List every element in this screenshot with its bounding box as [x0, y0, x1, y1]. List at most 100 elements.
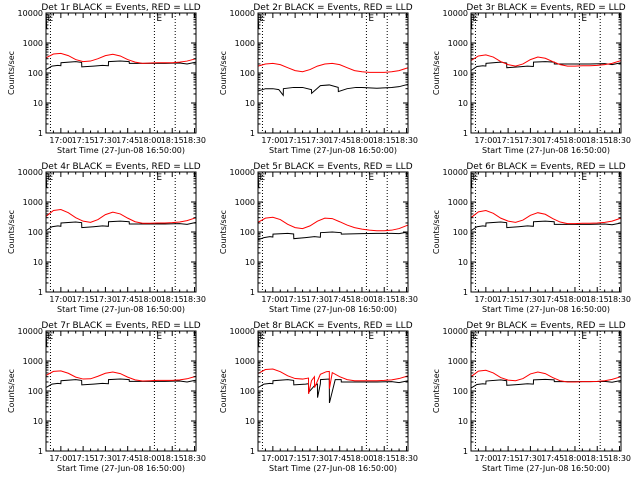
y-tick-label: 1 — [250, 447, 255, 456]
x-tick-label: 17:15 — [497, 454, 520, 463]
x-tick-label: 17:45 — [541, 454, 564, 463]
red-series-line — [45, 209, 197, 224]
x-tick-label: 17:45 — [328, 295, 351, 304]
x-tick-label: 18:15 — [373, 136, 396, 145]
x-tick-label: 17:00 — [49, 136, 72, 145]
y-tick-label: 100 — [240, 387, 255, 396]
y-tick-label: 10 — [33, 417, 43, 426]
x-tick-label: 17:00 — [261, 295, 284, 304]
x-tick-label: 17:45 — [328, 454, 351, 463]
y-tick-label: 1000 — [448, 39, 468, 48]
red-series-line — [257, 62, 409, 73]
y-tick-label: 100 — [453, 69, 468, 78]
x-tick-label: 17:30 — [94, 454, 117, 463]
top-marker-letter: E — [156, 173, 162, 183]
panel-title: Det 8r BLACK = Events, RED = LLD — [253, 321, 412, 331]
y-tick-label: 10000 — [230, 327, 255, 336]
y-tick-label: 1 — [250, 288, 255, 297]
x-axis-label: Start Time (27-Jun-08 16:50:00) — [269, 146, 397, 155]
top-marker-letter: E — [47, 14, 53, 24]
x-tick-label: 17:15 — [497, 136, 520, 145]
x-tick-label: 18:15 — [373, 454, 396, 463]
red-series-line — [257, 368, 409, 395]
x-tick-label: 17:45 — [328, 136, 351, 145]
x-axis-label: Start Time (27-Jun-08 16:50:00) — [57, 146, 185, 155]
red-series-line — [470, 54, 622, 67]
y-tick-label: 10000 — [443, 9, 468, 18]
y-tick-label: 10000 — [230, 168, 255, 177]
x-tick-label: 17:00 — [261, 136, 284, 145]
black-series-line — [470, 378, 622, 389]
y-tick-label: 1000 — [235, 39, 255, 48]
black-series-line — [470, 220, 622, 232]
y-tick-label: 10000 — [443, 327, 468, 336]
panel-title: Det 3r BLACK = Events, RED = LLD — [466, 3, 625, 13]
x-tick-label: 17:30 — [519, 454, 542, 463]
x-tick-label: 18:15 — [161, 136, 184, 145]
y-tick-label: 10 — [33, 258, 43, 267]
x-tick-label: 17:30 — [94, 136, 117, 145]
x-axis-label: Start Time (27-Jun-08 16:50:00) — [269, 464, 397, 473]
x-axis-label: Start Time (27-Jun-08 16:50:00) — [482, 464, 610, 473]
y-tick-label: 100 — [240, 69, 255, 78]
black-series-line — [45, 60, 197, 71]
x-tick-label: 18:00 — [563, 295, 586, 304]
top-marker-letter: E — [472, 332, 478, 342]
y-tick-label: 1000 — [23, 357, 43, 366]
x-tick-label: 18:00 — [138, 295, 161, 304]
y-tick-label: 100 — [28, 387, 43, 396]
y-tick-label: 10000 — [230, 9, 255, 18]
plot-frame — [470, 171, 622, 293]
plot-frame — [45, 330, 197, 452]
y-tick-label: 10000 — [18, 168, 43, 177]
black-series-line — [45, 220, 197, 232]
x-tick-label: 18:15 — [586, 454, 609, 463]
y-tick-label: 10 — [33, 99, 43, 108]
y-axis-label: Counts/sec — [219, 369, 228, 413]
x-axis-label: Start Time (27-Jun-08 16:50:00) — [482, 305, 610, 314]
black-series-line — [257, 83, 409, 97]
black-series-line — [470, 61, 622, 72]
x-tick-label: 18:30 — [395, 136, 418, 145]
y-tick-label: 1000 — [448, 198, 468, 207]
x-tick-label: 17:15 — [72, 454, 95, 463]
top-marker-letter: E — [259, 14, 265, 24]
y-tick-label: 1 — [463, 447, 468, 456]
x-tick-label: 17:15 — [497, 295, 520, 304]
x-tick-label: 17:00 — [261, 454, 284, 463]
x-tick-label: 18:30 — [183, 454, 206, 463]
y-tick-label: 10 — [458, 99, 468, 108]
top-marker-letter: E — [156, 332, 162, 342]
panel-title: Det 2r BLACK = Events, RED = LLD — [253, 3, 412, 13]
x-tick-label: 18:15 — [161, 454, 184, 463]
y-axis-label: Counts/sec — [432, 51, 441, 95]
y-tick-label: 1 — [38, 129, 43, 138]
y-axis-label: Counts/sec — [219, 51, 228, 95]
panel-title: Det 9r BLACK = Events, RED = LLD — [466, 321, 625, 331]
x-tick-label: 18:15 — [586, 295, 609, 304]
x-tick-label: 18:30 — [395, 295, 418, 304]
y-tick-label: 1 — [38, 447, 43, 456]
y-tick-label: 100 — [453, 228, 468, 237]
x-tick-label: 17:00 — [474, 295, 497, 304]
y-tick-label: 1000 — [23, 39, 43, 48]
x-tick-label: 17:30 — [519, 295, 542, 304]
x-tick-label: 17:00 — [49, 295, 72, 304]
black-series-line — [45, 378, 197, 389]
y-tick-label: 1000 — [235, 198, 255, 207]
y-tick-label: 10 — [245, 258, 255, 267]
x-tick-label: 18:30 — [608, 295, 631, 304]
x-tick-label: 17:15 — [72, 295, 95, 304]
x-tick-label: 17:30 — [306, 295, 329, 304]
top-marker-letter: E — [581, 173, 587, 183]
y-axis-label: Counts/sec — [7, 210, 16, 254]
x-tick-label: 17:15 — [284, 136, 307, 145]
y-tick-label: 1 — [250, 129, 255, 138]
x-tick-label: 17:45 — [541, 136, 564, 145]
x-tick-label: 17:15 — [284, 295, 307, 304]
